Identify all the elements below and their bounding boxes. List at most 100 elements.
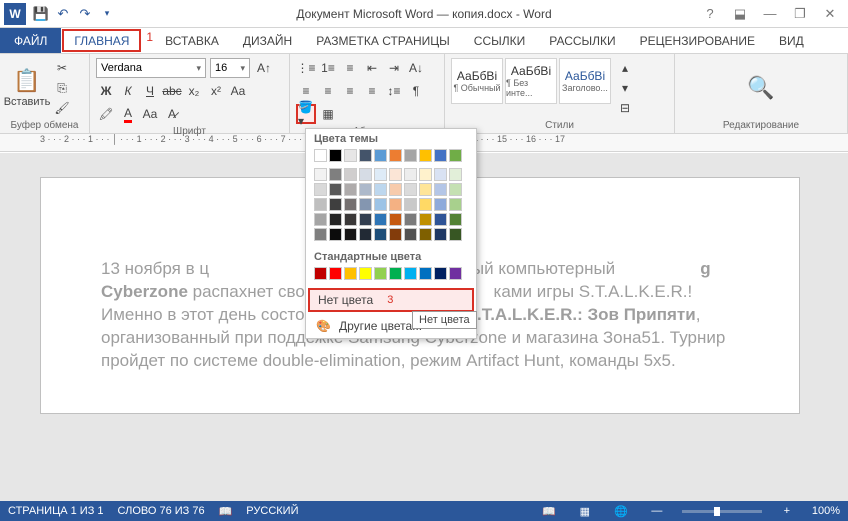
- style-down-icon[interactable]: ▾: [615, 79, 635, 97]
- color-swatch[interactable]: [449, 168, 462, 181]
- tab-design[interactable]: ДИЗАЙН: [231, 28, 304, 53]
- color-swatch[interactable]: [329, 228, 342, 241]
- underline-icon[interactable]: Ч: [140, 81, 160, 101]
- style-gallery[interactable]: АаБбВі¶ Обычный АаБбВі¶ Без инте... АаБб…: [451, 58, 611, 118]
- color-swatch[interactable]: [449, 267, 462, 280]
- view-web-icon[interactable]: 🌐: [610, 505, 632, 518]
- color-swatch[interactable]: [434, 267, 447, 280]
- zoom-out-icon[interactable]: —: [646, 505, 668, 517]
- cut-icon[interactable]: ✂: [52, 59, 72, 77]
- tab-home[interactable]: ГЛАВНАЯ: [62, 29, 141, 52]
- shading-button[interactable]: 🪣▾: [296, 104, 316, 124]
- color-swatch[interactable]: [434, 149, 447, 162]
- increase-indent-icon[interactable]: ⇥: [384, 58, 404, 78]
- qat-dropdown-icon[interactable]: ▾: [98, 5, 116, 23]
- tab-layout[interactable]: РАЗМЕТКА СТРАНИЦЫ: [304, 28, 462, 53]
- color-swatch[interactable]: [419, 149, 432, 162]
- color-swatch[interactable]: [389, 183, 402, 196]
- color-swatch[interactable]: [314, 168, 327, 181]
- color-swatch[interactable]: [329, 183, 342, 196]
- grow-font-icon[interactable]: A↑: [254, 59, 274, 77]
- color-swatch[interactable]: [449, 228, 462, 241]
- color-swatch[interactable]: [329, 149, 342, 162]
- find-button[interactable]: 🔍: [740, 58, 782, 118]
- color-swatch[interactable]: [374, 213, 387, 226]
- tab-insert[interactable]: ВСТАВКА: [153, 28, 231, 53]
- color-swatch[interactable]: [434, 228, 447, 241]
- color-swatch[interactable]: [404, 183, 417, 196]
- color-swatch[interactable]: [314, 198, 327, 211]
- tab-references[interactable]: ССЫЛКИ: [462, 28, 537, 53]
- status-words[interactable]: СЛОВО 76 ИЗ 76: [118, 505, 205, 517]
- color-swatch[interactable]: [314, 228, 327, 241]
- subscript-icon[interactable]: x₂: [184, 81, 204, 101]
- color-swatch[interactable]: [374, 168, 387, 181]
- bullets-icon[interactable]: ⋮≡: [296, 58, 316, 78]
- zoom-in-icon[interactable]: +: [776, 505, 798, 517]
- font-size-combo[interactable]: 16▾: [210, 58, 250, 78]
- color-swatch[interactable]: [434, 198, 447, 211]
- color-swatch[interactable]: [359, 183, 372, 196]
- color-swatch[interactable]: [404, 228, 417, 241]
- color-swatch[interactable]: [419, 213, 432, 226]
- color-swatch[interactable]: [449, 198, 462, 211]
- color-swatch[interactable]: [419, 168, 432, 181]
- color-swatch[interactable]: [374, 183, 387, 196]
- style-normal[interactable]: АаБбВі¶ Обычный: [451, 58, 503, 104]
- zoom-slider[interactable]: [682, 510, 762, 513]
- save-icon[interactable]: 💾: [32, 5, 50, 23]
- tab-review[interactable]: РЕЦЕНЗИРОВАНИЕ: [628, 28, 767, 53]
- format-painter-icon[interactable]: 🖌: [52, 99, 72, 117]
- font-color-icon[interactable]: A: [118, 104, 138, 124]
- strike-icon[interactable]: abc: [162, 81, 182, 101]
- align-left-icon[interactable]: ≡: [296, 81, 316, 101]
- bold-icon[interactable]: Ж: [96, 81, 116, 101]
- change-case-icon[interactable]: Aa: [140, 104, 160, 124]
- color-swatch[interactable]: [404, 168, 417, 181]
- color-swatch[interactable]: [344, 267, 357, 280]
- multilevel-icon[interactable]: ≡: [340, 58, 360, 78]
- restore-icon[interactable]: ❐: [786, 4, 814, 24]
- highlight-text-icon[interactable]: 🖍: [96, 104, 116, 124]
- color-swatch[interactable]: [359, 149, 372, 162]
- show-marks-icon[interactable]: ¶: [406, 81, 426, 101]
- color-swatch[interactable]: [344, 213, 357, 226]
- no-color-item[interactable]: Нет цвета 3: [308, 288, 474, 312]
- color-swatch[interactable]: [389, 267, 402, 280]
- status-page[interactable]: СТРАНИЦА 1 ИЗ 1: [8, 505, 104, 517]
- view-read-icon[interactable]: 📖: [538, 505, 560, 518]
- tab-view[interactable]: ВИД: [767, 28, 816, 53]
- color-swatch[interactable]: [329, 198, 342, 211]
- font-name-combo[interactable]: Verdana▾: [96, 58, 206, 78]
- color-swatch[interactable]: [434, 183, 447, 196]
- borders-icon[interactable]: ▦: [318, 104, 338, 124]
- justify-icon[interactable]: ≡: [362, 81, 382, 101]
- color-swatch[interactable]: [449, 213, 462, 226]
- zoom-level[interactable]: 100%: [812, 505, 840, 517]
- text-effects-icon[interactable]: Aa: [228, 81, 248, 101]
- style-more-icon[interactable]: ⊟: [615, 99, 635, 117]
- color-swatch[interactable]: [434, 213, 447, 226]
- superscript-icon[interactable]: x²: [206, 81, 226, 101]
- color-swatch[interactable]: [314, 267, 327, 280]
- close-icon[interactable]: ✕: [816, 4, 844, 24]
- style-up-icon[interactable]: ▴: [615, 59, 635, 77]
- style-heading[interactable]: АаБбВіЗаголово...: [559, 58, 611, 104]
- paste-button[interactable]: 📋 Вставить: [6, 58, 48, 118]
- color-swatch[interactable]: [404, 267, 417, 280]
- ribbon-collapse-icon[interactable]: ⬓: [726, 4, 754, 24]
- color-swatch[interactable]: [359, 198, 372, 211]
- color-swatch[interactable]: [359, 213, 372, 226]
- color-swatch[interactable]: [404, 213, 417, 226]
- clear-format-icon[interactable]: A̷: [162, 104, 182, 124]
- color-swatch[interactable]: [344, 168, 357, 181]
- italic-icon[interactable]: К: [118, 81, 138, 101]
- color-swatch[interactable]: [374, 198, 387, 211]
- color-swatch[interactable]: [434, 168, 447, 181]
- color-swatch[interactable]: [389, 168, 402, 181]
- color-swatch[interactable]: [449, 149, 462, 162]
- color-swatch[interactable]: [389, 149, 402, 162]
- tab-file[interactable]: ФАЙЛ: [0, 28, 61, 53]
- view-print-icon[interactable]: ▦: [574, 505, 596, 518]
- line-spacing-icon[interactable]: ↕≡: [384, 81, 404, 101]
